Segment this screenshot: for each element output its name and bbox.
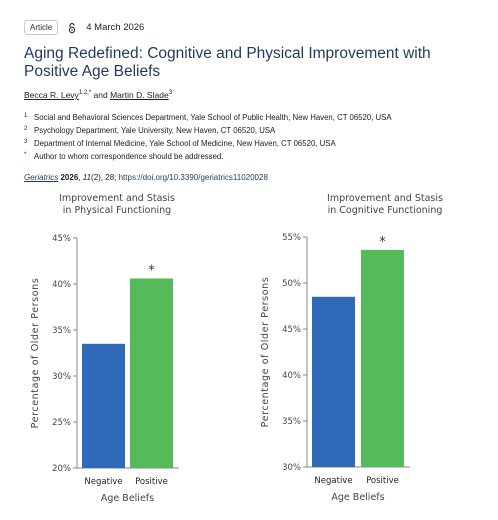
x-tick-label: Negative — [314, 476, 352, 486]
author-link[interactable]: Martin D. Slade — [110, 90, 169, 100]
y-tick-label: 30% — [52, 372, 71, 382]
citation-issue-pages: (2), 28; — [91, 173, 119, 182]
author-list: Becca R. Levy1,2,* and Martin D. Slade3 — [24, 90, 172, 100]
author-conjunction: and — [93, 90, 108, 100]
citation: Geriatrics 2026, 11(2), 28; https://doi.… — [24, 173, 268, 182]
significance-marker: * — [379, 235, 386, 250]
affiliation-text: Author to whom correspondence should be … — [34, 152, 224, 161]
significance-marker: * — [148, 263, 155, 278]
affiliation-number: 1 — [24, 113, 28, 119]
affiliations: 1 Social and Behavioral Sciences Departme… — [24, 111, 494, 163]
affiliation-number: 2 — [24, 126, 28, 132]
article-type-badge: Article — [24, 20, 59, 35]
citation-comma: , — [78, 173, 83, 182]
open-access-icon — [69, 22, 76, 33]
y-axis-label: Percentage of Older Persons — [260, 277, 271, 428]
y-axis-label: Percentage of Older Persons — [30, 278, 41, 429]
y-tick-label: 35% — [282, 417, 301, 427]
y-tick-label: 35% — [52, 326, 71, 336]
y-tick-label: 45% — [52, 234, 71, 244]
affiliation-item: 3 Department of Internal Medicine, Yale S… — [24, 137, 494, 150]
chart-title-line: Improvement and Stasis — [59, 193, 175, 204]
y-tick-label: 40% — [52, 280, 71, 290]
y-tick-label: 45% — [282, 325, 301, 335]
journal-link[interactable]: Geriatrics — [24, 173, 59, 182]
chart-title-line: in Cognitive Functioning — [328, 205, 443, 216]
article-title: Aging Redefined: Cognitive and Physical … — [24, 45, 431, 80]
y-tick-label: 20% — [52, 464, 71, 474]
affiliation-text: Department of Internal Medicine, Yale Sc… — [34, 139, 336, 148]
affiliation-item: 2 Psychology Department, Yale University,… — [24, 124, 494, 137]
chart-title-line: in Physical Functioning — [63, 205, 171, 216]
x-axis-label: Age Beliefs — [101, 493, 154, 504]
citation-volume: 11 — [82, 173, 92, 182]
doi-link[interactable]: https://doi.org/10.3390/geriatrics110200… — [118, 173, 268, 182]
y-tick-label: 55% — [282, 233, 301, 243]
publication-date: 4 March 2026 — [86, 22, 145, 33]
citation-year: 2026 — [60, 173, 79, 182]
affiliation-number: 3 — [24, 139, 28, 145]
affiliation-item: * Author to whom correspondence should be… — [24, 150, 494, 163]
y-tick-label: 50% — [282, 279, 301, 289]
bar-positive — [361, 249, 404, 467]
x-tick-label: Positive — [135, 477, 168, 487]
x-tick-label: Positive — [366, 476, 399, 486]
y-tick-label: 25% — [52, 418, 71, 428]
author-link[interactable]: Becca R. Levy — [24, 90, 79, 100]
bar-positive — [130, 278, 173, 468]
affiliation-item: 1 Social and Behavioral Sciences Departme… — [24, 111, 494, 124]
x-tick-label: Negative — [84, 477, 122, 487]
bar-negative — [312, 296, 355, 467]
y-tick-label: 30% — [282, 463, 301, 473]
affiliation-text: Social and Behavioral Sciences Departmen… — [34, 113, 392, 122]
bar-negative — [82, 343, 125, 468]
affiliation-number: * — [24, 152, 27, 158]
chart-title-line: Improvement and Stasis — [327, 193, 443, 204]
y-tick-label: 40% — [282, 371, 301, 381]
article-meta: Article 4 March 2026 — [24, 20, 144, 35]
affiliation-text: Psychology Department, Yale University, … — [34, 126, 276, 135]
author-affiliation-marker: 3 — [168, 90, 173, 97]
x-axis-label: Age Beliefs — [331, 492, 384, 503]
author-affiliation-marker: 1,2,* — [78, 90, 92, 97]
